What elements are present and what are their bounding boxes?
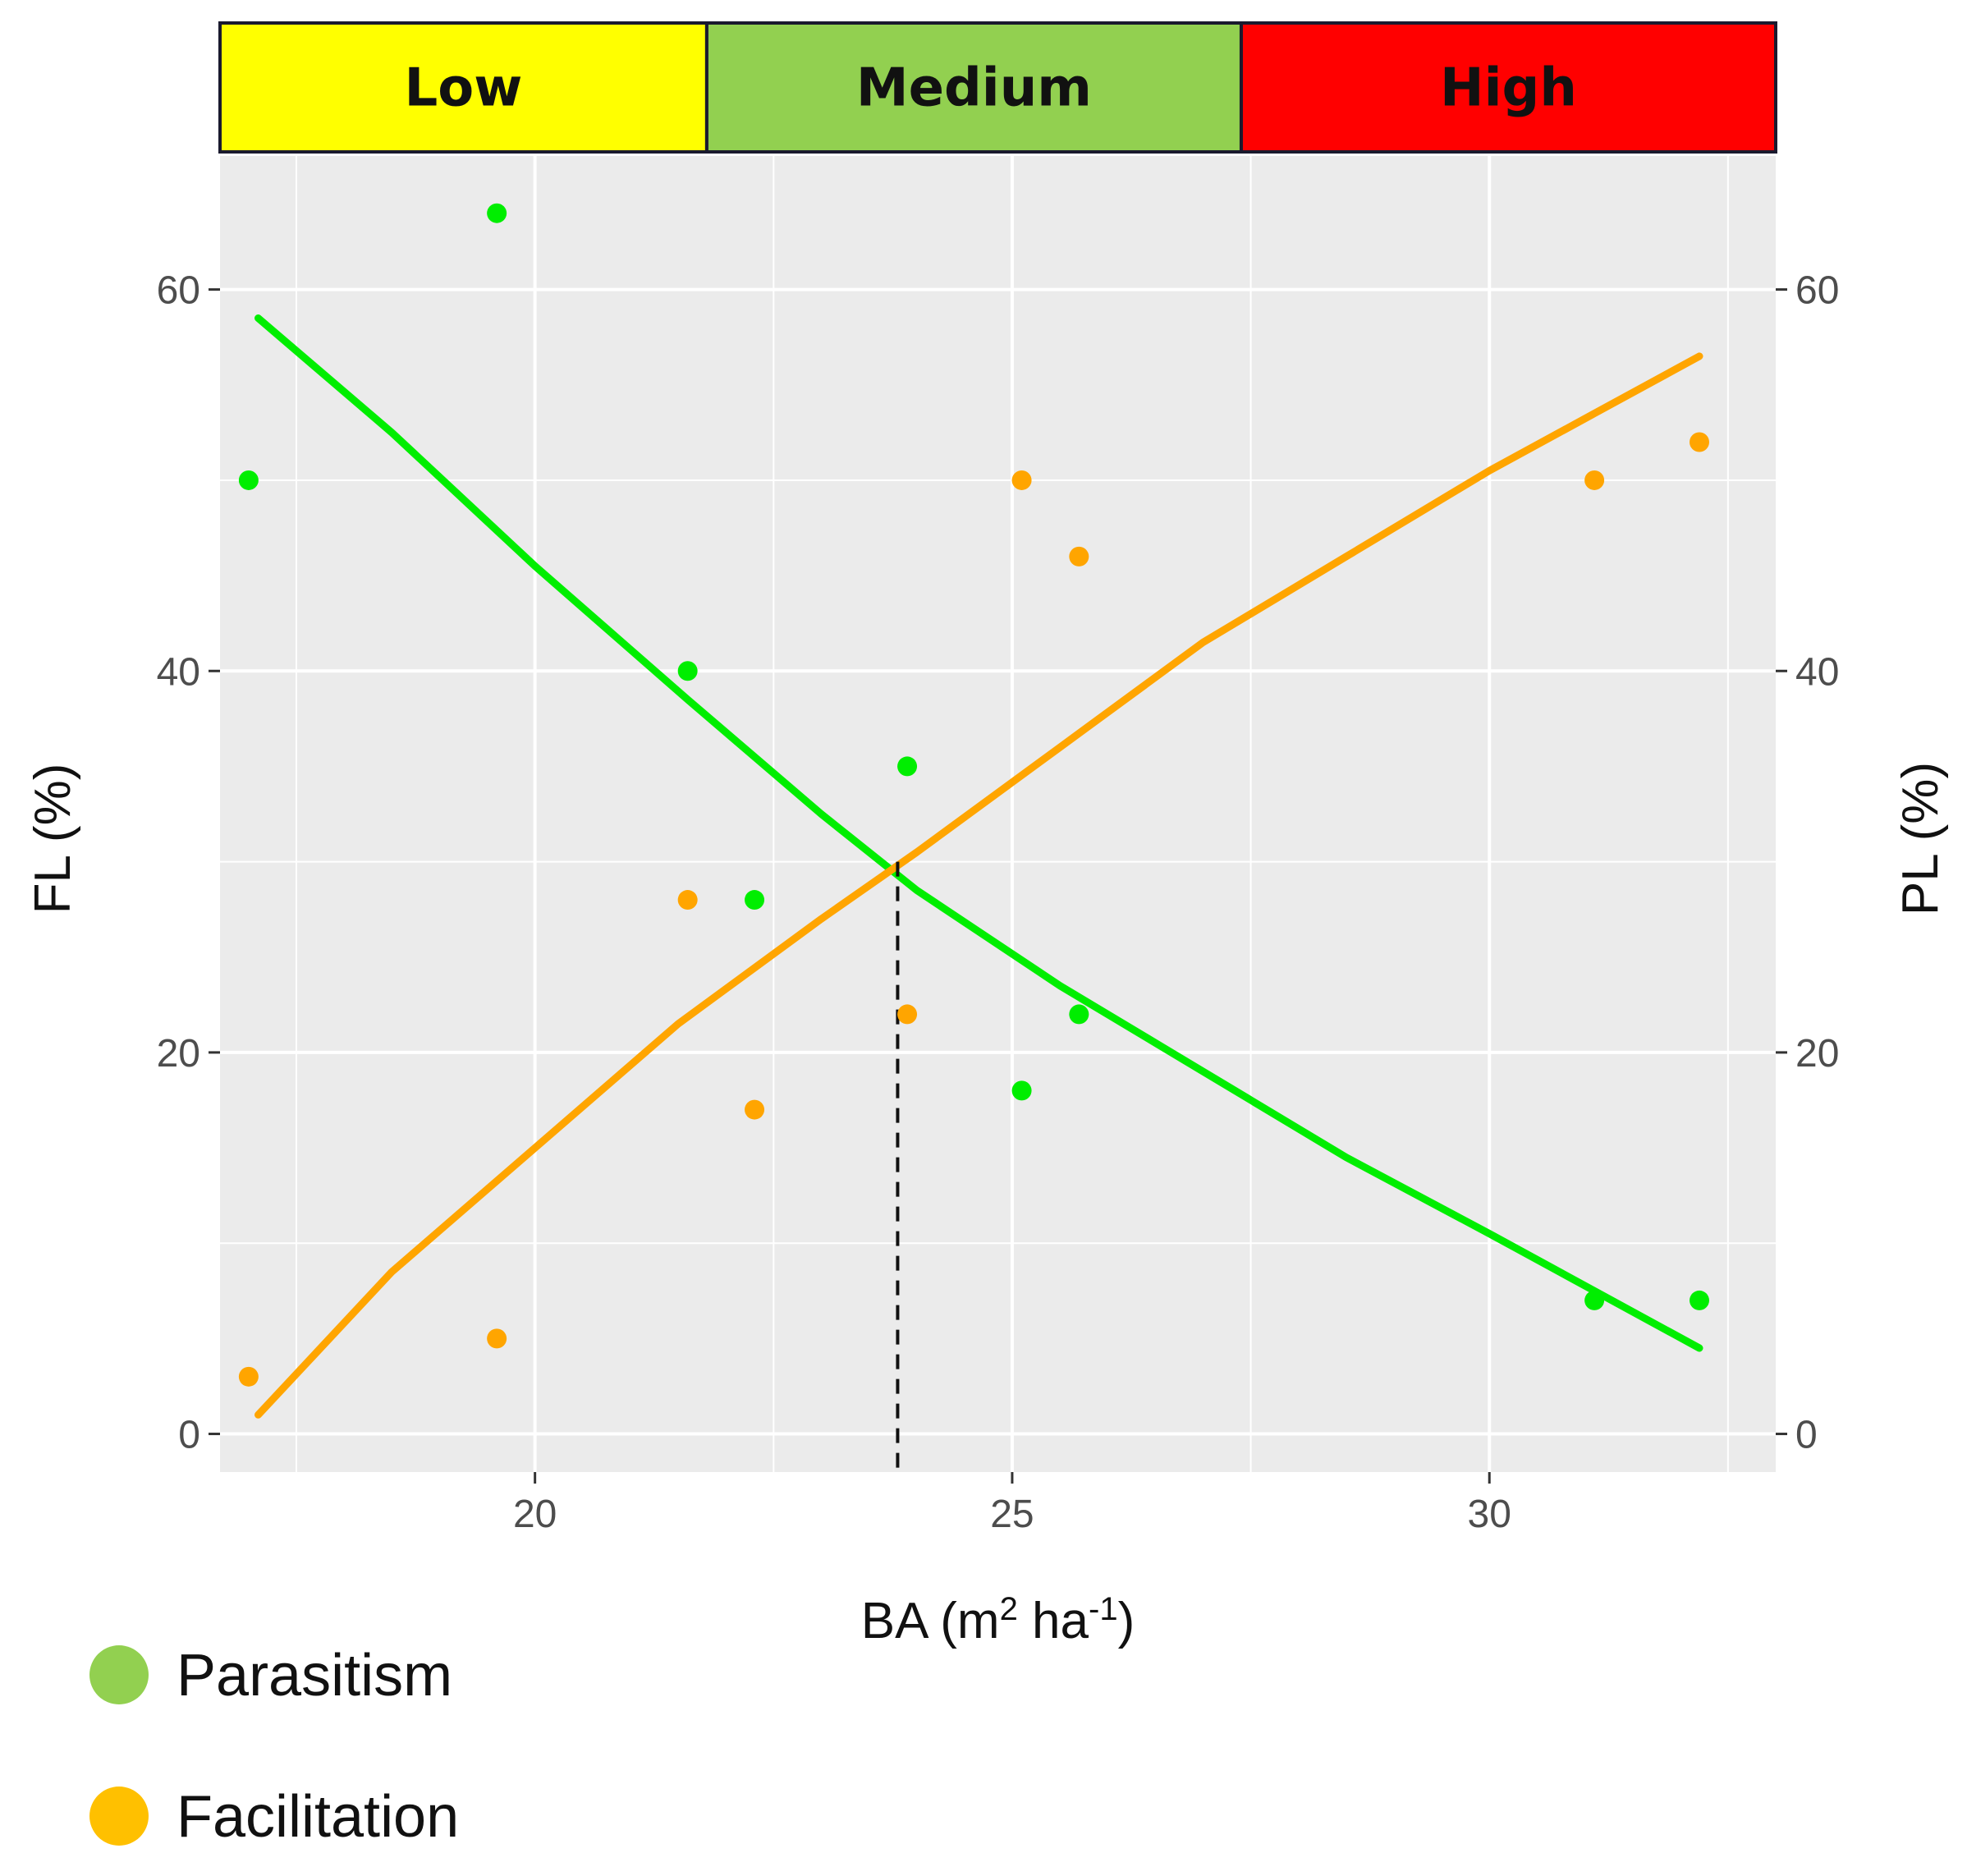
point-parasitism bbox=[677, 661, 698, 681]
intensity-bands: Low Medium High bbox=[218, 21, 1777, 154]
y-tick-label-right: 40 bbox=[1795, 650, 1839, 694]
point-facilitation bbox=[238, 1366, 259, 1387]
band-label-low: Low bbox=[405, 58, 523, 119]
point-facilitation bbox=[897, 1004, 918, 1025]
band-label-medium: Medium bbox=[856, 58, 1092, 119]
grid-lines bbox=[220, 156, 1776, 1472]
point-parasitism bbox=[238, 470, 259, 490]
y-tick-label-right: 0 bbox=[1795, 1414, 1818, 1457]
y-axis-title-left: FL (%) bbox=[25, 764, 81, 915]
trend-line-parasitism bbox=[254, 314, 1703, 1352]
point-facilitation bbox=[677, 890, 698, 910]
axis-ticks: 0 0 20 20 40 40 60 60 20 25 30 bbox=[157, 269, 1840, 1536]
legend-label-facilitation: Facilitation bbox=[177, 1784, 459, 1850]
y-tick-label-right: 20 bbox=[1795, 1032, 1839, 1076]
point-facilitation bbox=[745, 1099, 765, 1120]
legend-swatch-facilitation bbox=[89, 1787, 149, 1846]
point-parasitism bbox=[745, 890, 765, 910]
y-tick-label-left: 20 bbox=[157, 1032, 200, 1076]
y-axis-title-right: PL (%) bbox=[1892, 762, 1949, 915]
x-axis-title: BA (m2 ha-1) bbox=[861, 1591, 1135, 1649]
band-label-high: High bbox=[1440, 58, 1577, 119]
band-high bbox=[1239, 21, 1777, 154]
point-parasitism bbox=[487, 203, 507, 223]
band-low bbox=[218, 21, 708, 154]
y-tick-label-right: 60 bbox=[1795, 269, 1839, 313]
legend-swatch-parasitism bbox=[89, 1645, 149, 1704]
point-facilitation bbox=[1011, 470, 1032, 490]
trend-line-facilitation bbox=[254, 352, 1703, 1419]
point-facilitation bbox=[1584, 470, 1605, 490]
x-tick-label: 20 bbox=[513, 1493, 557, 1536]
legend-label-parasitism: Parasitism bbox=[177, 1643, 452, 1709]
point-facilitation bbox=[487, 1328, 507, 1349]
x-tick-label: 25 bbox=[990, 1493, 1034, 1536]
point-parasitism bbox=[1689, 1290, 1709, 1310]
y-tick-label-left: 0 bbox=[178, 1414, 200, 1457]
point-facilitation bbox=[1689, 432, 1709, 452]
x-tick-label: 30 bbox=[1468, 1493, 1511, 1536]
data-points bbox=[238, 203, 1709, 1387]
band-medium bbox=[704, 21, 1243, 154]
plot-panel bbox=[220, 156, 1776, 1472]
y-tick-label-left: 60 bbox=[157, 269, 200, 313]
point-parasitism bbox=[1069, 1004, 1089, 1025]
y-tick-label-left: 40 bbox=[157, 650, 200, 694]
point-facilitation bbox=[1069, 546, 1089, 566]
point-parasitism bbox=[1011, 1080, 1032, 1101]
point-parasitism bbox=[897, 756, 918, 777]
point-parasitism bbox=[1584, 1290, 1605, 1310]
trend-lines bbox=[254, 314, 1703, 1419]
legend: Parasitism Facilitation bbox=[89, 1643, 459, 1850]
